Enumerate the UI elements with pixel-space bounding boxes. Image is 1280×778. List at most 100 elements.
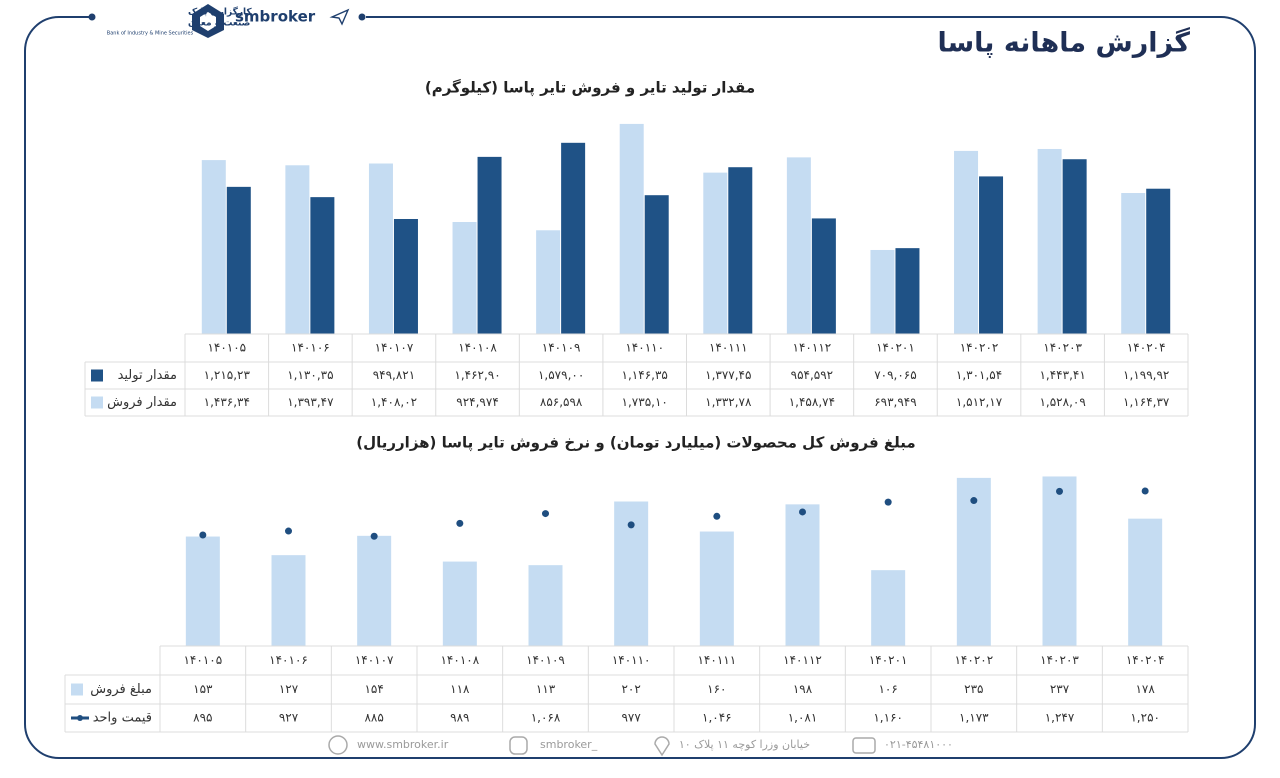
point (627, 521, 635, 529)
data-label: ۱۹۸ (793, 682, 813, 696)
footer: www.smbroker.ir smbroker_ خیابان وزرا کو… (328, 735, 953, 757)
point (1141, 487, 1149, 495)
logo-text: کارگزاری بانک (188, 6, 252, 18)
bar (1037, 148, 1062, 334)
bar (954, 150, 979, 334)
x-tick-label: ۱۴۰۱۰۷ (375, 341, 414, 355)
x-tick-label: ۱۴۰۲۰۲ (960, 341, 999, 355)
data-label: ۱,۱۴۶,۳۵ (622, 368, 668, 382)
data-label: ۱,۷۳۵,۱۰ (622, 395, 668, 409)
insta-icon (509, 736, 528, 755)
header-gap (90, 6, 366, 30)
bar (271, 555, 306, 646)
data-label: ۱,۵۷۹,۰۰ (538, 368, 584, 382)
point (884, 498, 892, 506)
bar (728, 167, 753, 334)
data-label: ۱۶۰ (707, 682, 726, 696)
footer-web: www.smbroker.ir (357, 738, 449, 751)
x-tick-label: ۱۴۰۱۱۰ (625, 341, 664, 355)
data-label: ۹۵۴,۵۹۲ (791, 368, 834, 382)
legend-label: مقدار فروش (107, 395, 177, 410)
bar (393, 218, 418, 334)
bar (442, 561, 477, 646)
data-label: ۱,۱۳۰,۳۵ (287, 368, 333, 382)
legend-swatch (77, 715, 83, 721)
x-tick-label: ۱۴۰۲۰۱ (869, 653, 908, 667)
data-label: ۲۳۵ (964, 682, 983, 696)
point (970, 497, 978, 505)
bar (528, 565, 563, 646)
data-label: ۱,۳۹۳,۴۷ (287, 395, 334, 409)
data-label: ۱,۵۱۲,۱۷ (956, 395, 1003, 409)
data-label: ۱,۴۶۲,۹۰ (454, 368, 500, 382)
bar (357, 535, 392, 646)
logo-en: Bank of Industry & Mine Securities (107, 31, 194, 37)
data-label: ۲۳۷ (1050, 682, 1070, 696)
x-tick-label: ۱۴۰۱۱۰ (612, 653, 651, 667)
legend-swatch (91, 396, 103, 409)
data-label: ۱,۴۵۸,۷۴ (789, 395, 835, 409)
data-label: ۱۲۷ (279, 682, 299, 696)
data-label: ۸۸۵ (364, 711, 383, 725)
point (1056, 487, 1063, 495)
legend-label: مبلغ فروش (90, 682, 152, 697)
point (713, 512, 721, 520)
page-title: گزارش ماهانه پاسا (937, 27, 1190, 59)
bar (477, 156, 502, 334)
data-label: ۹۴۹,۸۲۱ (373, 368, 416, 382)
x-tick-label: ۱۴۰۱۰۵ (207, 341, 246, 355)
x-tick-label: ۱۴۰۱۰۷ (355, 653, 394, 667)
x-tick-label: ۱۴۰۱۰۹ (542, 341, 581, 355)
plane-icon (329, 8, 350, 26)
bar (703, 172, 728, 334)
data-label: ۸۵۶,۵۹۸ (540, 395, 583, 409)
footer-insta: smbroker_ (540, 738, 598, 751)
data-label: ۹۲۴,۹۷۴ (456, 395, 499, 409)
dot (358, 13, 366, 21)
dot (88, 13, 96, 21)
bar (285, 165, 310, 334)
data-label: ۱,۵۲۸,۰۹ (1039, 395, 1085, 409)
bar (979, 176, 1004, 334)
bar (644, 195, 669, 334)
data-label: ۷۰۹,۰۶۵ (874, 368, 917, 382)
x-tick-label: ۱۴۰۱۱۲ (783, 653, 822, 667)
data-label: ۱,۴۴۳,۴۱ (1039, 368, 1085, 382)
x-tick-label: ۱۴۰۲۰۲ (954, 653, 993, 667)
x-tick-label: ۱۴۰۱۰۶ (269, 653, 308, 667)
point (799, 508, 806, 516)
bar (310, 197, 335, 334)
bar (785, 504, 820, 646)
x-tick-label: ۱۴۰۱۱۱ (709, 341, 748, 355)
x-tick-label: ۱۴۰۱۰۹ (526, 653, 565, 667)
bar (1146, 188, 1171, 334)
bar (226, 186, 251, 334)
bar (1042, 476, 1077, 646)
data-label: ۱,۳۳۲,۷۸ (705, 395, 752, 409)
logo: کارگزاری بانک صنعت و معدن Bank of Indust… (107, 4, 252, 38)
x-tick-label: ۱۴۰۲۰۱ (876, 341, 915, 355)
data-label: ۱,۲۴۷ (1045, 711, 1075, 725)
data-label: ۲۰۲ (621, 682, 640, 696)
logo-text: صنعت و معدن (188, 19, 250, 29)
data-label: ۱,۴۳۶,۳۴ (204, 395, 250, 409)
data-label: ۹۸۹ (450, 711, 469, 725)
bar (619, 123, 644, 334)
legend-swatch (71, 683, 83, 696)
data-label: ۱۱۳ (536, 682, 556, 696)
point (370, 532, 378, 540)
data-label: ۱,۲۱۵,۲۳ (204, 368, 251, 382)
data-label: ۱۷۸ (1135, 682, 1155, 696)
x-tick-label: ۱۴۰۱۰۶ (291, 341, 330, 355)
bar (1128, 518, 1163, 646)
chart-title: مبلغ فروش کل محصولات (میلیارد تومان) و ن… (356, 434, 915, 453)
data-label: ۱۵۴ (364, 682, 383, 696)
point (542, 510, 549, 518)
data-label: ۱,۰۸۱ (788, 711, 818, 725)
x-tick-label: ۱۴۰۱۰۵ (183, 653, 222, 667)
point (456, 519, 464, 527)
web-icon (328, 735, 348, 755)
data-label: ۱,۱۹۹,۹۲ (1123, 368, 1169, 382)
data-label: ۱,۱۶۴,۳۷ (1123, 395, 1170, 409)
